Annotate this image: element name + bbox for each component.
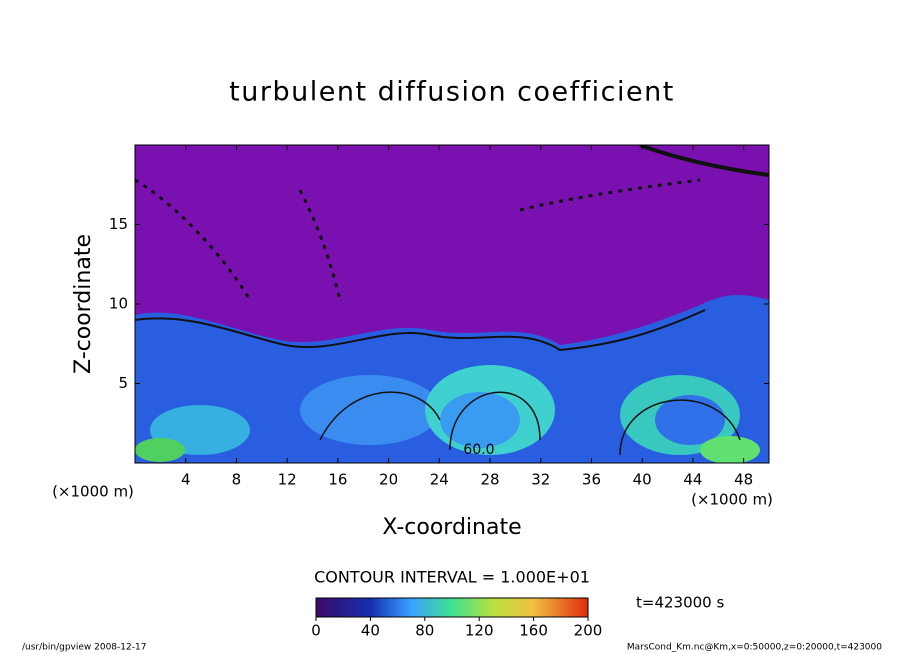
- x-tick-label: 32: [531, 471, 550, 489]
- field-blob: [300, 375, 440, 445]
- footer-left: /usr/bin/gpview 2008-12-17: [22, 643, 146, 653]
- x-tick-label: 28: [480, 471, 499, 489]
- field-blob: [135, 438, 185, 462]
- x-tick-label: 16: [328, 471, 347, 489]
- footer-right: MarsCond_Km.nc@Km,x=0:50000,z=0:20000,t=…: [627, 643, 882, 653]
- colorbar-tick-label: 160: [519, 622, 548, 640]
- y-axis-title: Z-coordinate: [71, 234, 96, 374]
- field-blob: [655, 395, 725, 445]
- x-tick-label: 8: [232, 471, 242, 489]
- field-contour: [639, 145, 769, 177]
- x-tick-label: 48: [734, 471, 753, 489]
- x-tick-label: 40: [633, 471, 652, 489]
- y-tick-label: 15: [109, 215, 128, 233]
- field-blob: [440, 392, 520, 448]
- x-tick-label: 36: [582, 471, 601, 489]
- colorbar-tick-label: 40: [361, 622, 380, 640]
- colorbar-tick-label: 200: [574, 622, 603, 640]
- field-blob: [700, 436, 760, 463]
- x-unit: (×1000 m): [52, 483, 134, 501]
- colorbar-tick-label: 0: [311, 622, 321, 640]
- x-axis-title: X-coordinate: [382, 515, 521, 540]
- y-tick-label: 5: [118, 374, 128, 392]
- x-tick-label: 20: [379, 471, 398, 489]
- colorbar: [315, 597, 589, 618]
- x-tick-label: 4: [181, 471, 191, 489]
- y-unit: (×1000 m): [691, 491, 773, 509]
- contour-field: [135, 145, 769, 463]
- x-tick-label: 12: [278, 471, 297, 489]
- chart-title: turbulent diffusion coefficient: [229, 77, 675, 108]
- contour-interval: CONTOUR INTERVAL = 1.000E+01: [314, 568, 590, 587]
- field-contour: [135, 178, 701, 301]
- colorbar-tick-label: 80: [415, 622, 434, 640]
- time-label: t=423000 s: [636, 594, 724, 612]
- contour-label: 60.0: [463, 442, 494, 458]
- field-contour: [319, 391, 741, 456]
- colorbar-tick-label: 120: [465, 622, 494, 640]
- y-tick-label: 10: [109, 295, 128, 313]
- field-contour: [135, 309, 706, 352]
- x-tick-label: 44: [683, 471, 702, 489]
- x-tick-label: 24: [430, 471, 449, 489]
